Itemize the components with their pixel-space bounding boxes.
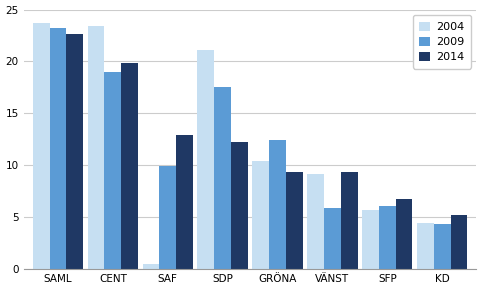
Bar [362, 210, 379, 269]
Bar [231, 142, 248, 269]
Bar [88, 26, 105, 269]
Bar [67, 35, 83, 269]
Bar [396, 200, 413, 269]
Bar [379, 206, 396, 269]
Bar [50, 28, 67, 269]
Bar [307, 175, 324, 269]
Bar [253, 161, 269, 269]
Legend: 2004, 2009, 2014: 2004, 2009, 2014 [413, 15, 471, 69]
Bar [269, 140, 286, 269]
Bar [324, 208, 341, 269]
Bar [341, 173, 358, 269]
Bar [33, 23, 50, 269]
Bar [121, 64, 138, 269]
Bar [286, 173, 303, 269]
Bar [214, 87, 231, 269]
Bar [160, 166, 176, 269]
Bar [105, 72, 121, 269]
Bar [143, 264, 160, 269]
Bar [417, 223, 434, 269]
Bar [451, 215, 467, 269]
Bar [434, 224, 451, 269]
Bar [198, 50, 214, 269]
Bar [176, 135, 193, 269]
